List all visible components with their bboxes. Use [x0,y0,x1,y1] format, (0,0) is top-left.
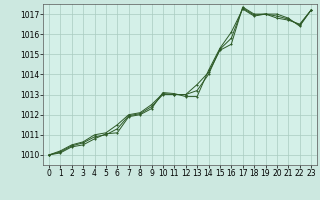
Text: Graphe pression niveau de la mer (hPa): Graphe pression niveau de la mer (hPa) [58,184,262,192]
